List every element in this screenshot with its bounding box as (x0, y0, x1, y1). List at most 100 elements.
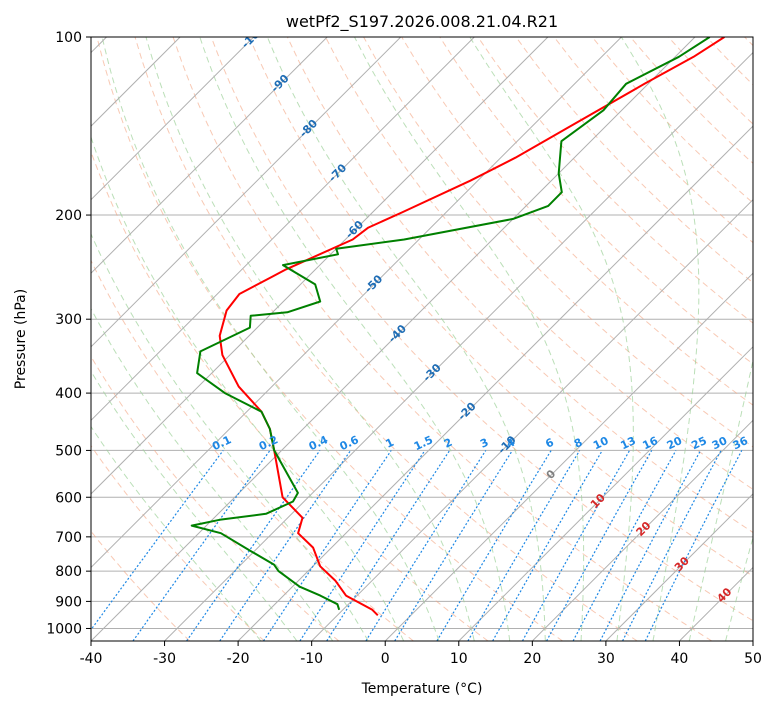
mixing-ratio-lines (91, 450, 743, 641)
dry-adiabat (706, 37, 753, 86)
isotherm-line (164, 51, 753, 641)
dry-adiabat (248, 37, 753, 577)
mixing-ratio-line (186, 450, 321, 641)
dry-adiabat (134, 37, 638, 641)
dry-adiabat (91, 444, 265, 641)
mixing-ratio-label: 36 (731, 434, 751, 452)
y-tick-label: 900 (55, 594, 82, 610)
mixing-ratio-line (521, 450, 631, 641)
temperature-profile-line (218, 37, 725, 617)
isotherm-line (752, 640, 753, 641)
dry-adiabat (91, 355, 340, 641)
y-tick-label: 400 (55, 386, 82, 402)
moist-adiabat (91, 307, 334, 641)
mixing-ratio-label: 16 (641, 434, 661, 452)
isotherm-line (605, 493, 753, 641)
x-axis-label: Temperature (°C) (361, 681, 483, 697)
mixing-ratio-line (436, 450, 552, 641)
x-tick-label: 10 (450, 651, 468, 667)
isotherm-line (91, 37, 475, 422)
moist-adiabat (354, 37, 585, 641)
mixing-ratio-line (299, 450, 426, 641)
x-tick-label: 40 (671, 651, 689, 667)
mixing-ratio-label: 2 (442, 436, 454, 451)
isotherm-line (531, 419, 753, 641)
y-tick-label: 500 (55, 443, 82, 459)
y-tick-label: 700 (55, 530, 82, 546)
mixing-ratio-label: 20 (665, 434, 685, 452)
x-tick-label: -30 (153, 651, 176, 667)
plot-frame (90, 36, 754, 642)
moist-adiabat (469, 37, 634, 641)
moist-adiabat (688, 358, 753, 641)
isotherm-line (91, 37, 328, 274)
mixing-ratio-line (219, 450, 352, 641)
mixing-ratio-line (132, 450, 271, 641)
isotherm-line (384, 272, 753, 641)
isotherm-line (91, 37, 622, 569)
isotherm-line (91, 37, 549, 495)
dewpoint-profile-line (190, 37, 711, 611)
x-tick-label: 50 (744, 651, 762, 667)
mixing-ratio-line (546, 450, 653, 641)
mixing-ratio-line (365, 450, 487, 641)
moist-adiabat (199, 37, 511, 641)
moist-adiabat (91, 135, 405, 641)
mixing-ratio-label: 3 (478, 436, 490, 451)
y-tick-label: 100 (55, 30, 82, 46)
mixing-ratio-line (394, 450, 513, 641)
x-tick-label: 0 (381, 651, 390, 667)
mixing-ratio-label: 25 (689, 434, 708, 452)
x-tick-label: 30 (597, 651, 615, 667)
y-tick-label: 800 (55, 564, 82, 580)
y-tick-label: 1000 (46, 621, 82, 637)
isotherm-line (91, 37, 255, 201)
moist-adiabat (101, 37, 440, 641)
x-tick-label: -20 (227, 651, 250, 667)
dry-adiabat (91, 150, 489, 641)
dry-adiabat (210, 37, 753, 622)
mixing-ratio-label: 6 (543, 436, 556, 451)
mixing-ratio-line (91, 450, 224, 631)
dry-adiabat (515, 37, 753, 284)
mixing-ratio-line (492, 450, 603, 641)
x-tick-label: -40 (80, 651, 103, 667)
dry-adiabat (96, 37, 563, 641)
mixing-ratio-line (262, 450, 392, 641)
mixing-ratio-label: 13 (618, 434, 637, 452)
isotherm-line (679, 566, 753, 641)
moist-adiabat (91, 232, 369, 641)
isotherm-line (311, 198, 753, 641)
x-tick-label: -10 (300, 651, 323, 667)
isotherm-line (91, 37, 696, 641)
x-tick-label: 20 (523, 651, 541, 667)
moist-adiabat (91, 425, 262, 641)
dry-adiabat (591, 37, 753, 204)
mixing-ratio-label: 30 (710, 434, 730, 452)
mixing-ratio-line (572, 450, 677, 641)
isotherm-line (237, 125, 753, 641)
mixing-ratio-line (622, 450, 722, 641)
y-axis-label: Pressure (hPa) (13, 289, 29, 389)
moist-adiabat (725, 535, 753, 641)
isotherm-line (458, 346, 753, 641)
y-tick-label: 600 (55, 490, 82, 506)
dry-adiabat (286, 37, 753, 534)
chart-title: wetPf2_S197.2026.008.21.04.R21 (286, 12, 558, 32)
mixing-ratio-line (326, 450, 451, 641)
moist-adiabat (620, 37, 700, 641)
moist-adiabat (145, 37, 475, 641)
dry-adiabat (172, 37, 713, 641)
profile-lines (190, 37, 725, 617)
mixing-ratio-line (599, 450, 702, 641)
mixing-ratio-line (644, 450, 743, 641)
x-axis-ticks: -40 -30 -20 -10 0 10 20 30 40 50 (80, 641, 762, 667)
background-lines (91, 37, 753, 641)
mixing-ratio-label: 10 (591, 434, 611, 452)
y-axis-ticks: 100 200 300 400 500 600 700 800 900 1000 (46, 30, 91, 637)
moist-adiabat (91, 370, 298, 641)
isotherm-line (91, 37, 402, 348)
